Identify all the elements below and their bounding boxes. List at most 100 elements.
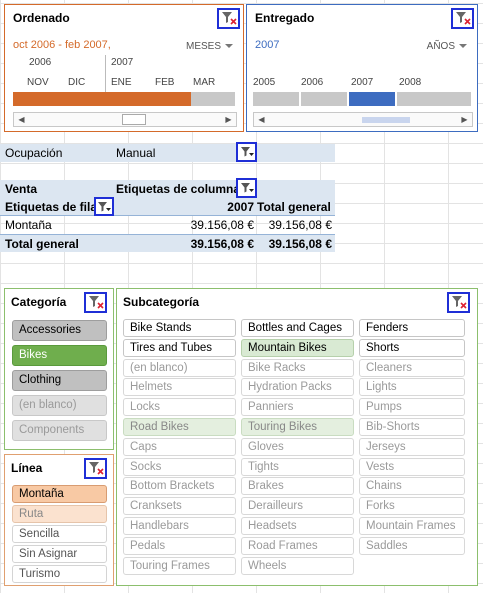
timeline-selected-period[interactable] <box>349 92 395 106</box>
timeline-ordenado[interactable]: Ordenado oct 2006 - feb 2007, MESES 2006… <box>4 4 244 132</box>
slicer-item-nodata[interactable]: Derailleurs <box>241 497 354 516</box>
slicer-item-nodata[interactable]: Bib-Shorts <box>359 418 465 436</box>
slicer-item-selected[interactable]: Mountain Bikes <box>241 338 354 357</box>
slicer-item[interactable]: Shorts <box>359 338 465 357</box>
slicer-item-selected[interactable]: Bikes <box>12 345 107 366</box>
slicer-categoria[interactable]: Categoría Accessories Bikes Clothing (en… <box>4 288 114 450</box>
slicer-item-nodata[interactable]: Lights <box>359 378 465 397</box>
slicer-item-nodata[interactable]: Pedals <box>123 536 236 555</box>
scroll-thumb[interactable] <box>362 117 410 123</box>
slicer-item-nodata[interactable]: Cranksets <box>123 497 236 516</box>
timeline-year-label: 2006 <box>29 57 52 68</box>
slicer-item-nodata[interactable]: Handlebars <box>123 517 236 535</box>
timeline-unselected-period[interactable] <box>191 92 235 106</box>
slicer-item-nodata[interactable]: Locks <box>123 398 236 417</box>
slicer-item[interactable]: Bike Stands <box>123 319 236 337</box>
clear-filter-button[interactable] <box>447 292 470 313</box>
slicer-title: Línea <box>11 461 43 475</box>
slicer-item[interactable]: Ruta <box>12 505 107 523</box>
slicer-item[interactable]: Bottles and Cages <box>241 319 354 337</box>
timeline-unselected-period[interactable] <box>397 92 471 106</box>
row-labels-header: Etiquetas de fila <box>5 200 94 214</box>
filter-field-label: Ocupación <box>5 146 63 160</box>
slicer-item-nodata[interactable]: Vests <box>359 457 465 476</box>
slicer-item-nodata[interactable]: Tights <box>241 457 354 476</box>
slicer-item-nodata[interactable]: Touring Bikes <box>241 418 354 436</box>
scroll-left-icon[interactable]: ◀ <box>258 115 265 124</box>
slicer-item-nodata[interactable]: Hydration Packs <box>241 378 354 397</box>
slicer-item-nodata[interactable]: Turismo <box>12 565 107 583</box>
slicer-item[interactable]: Clothing <box>12 370 107 391</box>
slicer-item-nodata[interactable]: Mountain Frames <box>359 517 465 535</box>
timeline-month-label: MAR <box>193 77 216 88</box>
slicer-item-nodata[interactable]: Road Bikes <box>123 418 236 436</box>
timeline-month-label: ENE <box>111 77 132 88</box>
slicer-item-nodata[interactable]: Helmets <box>123 378 236 397</box>
timeline-selected-period[interactable] <box>13 92 191 106</box>
timeline-year-label: 2007 <box>351 77 374 88</box>
clear-filter-button[interactable] <box>84 458 107 479</box>
clear-filter-button[interactable] <box>84 292 107 313</box>
slicer-item-nodata[interactable]: Jerseys <box>359 437 465 456</box>
slicer-item-nodata[interactable]: Components <box>12 420 107 441</box>
timeline-month-label: FEB <box>155 77 175 88</box>
clear-filter-button[interactable] <box>217 8 240 29</box>
slicer-title: Subcategoría <box>123 295 200 309</box>
slicer-item-nodata[interactable]: Sencilla <box>12 525 107 543</box>
grand-total-label: Total general <box>5 237 79 251</box>
slicer-item-nodata[interactable]: Sin Asignar <box>12 545 107 563</box>
column-filter-button[interactable] <box>236 178 257 198</box>
filter-dropdown-icon <box>240 147 254 157</box>
slicer-item-nodata[interactable]: Brakes <box>241 477 354 496</box>
timeline-title: Ordenado <box>13 11 70 25</box>
values-field-label: Venta <box>5 182 38 196</box>
slicer-item-nodata[interactable]: (en blanco) <box>12 395 107 416</box>
scroll-thumb[interactable] <box>122 114 146 125</box>
slicer-item-nodata[interactable]: Wheels <box>241 556 354 575</box>
slicer-linea[interactable]: Línea Montaña Ruta Sencilla Sin Asignar … <box>4 454 114 586</box>
slicer-item-nodata[interactable]: Pumps <box>359 398 465 417</box>
slicer-item-nodata[interactable]: Bottom Brackets <box>123 477 236 496</box>
timeline-scrollbar[interactable]: ◀ ▶ <box>13 112 237 127</box>
slicer-item[interactable]: Fenders <box>359 319 465 337</box>
slicer-item[interactable]: Tires and Tubes <box>123 338 236 357</box>
row-label: Montaña <box>5 218 52 232</box>
slicer-item-nodata[interactable]: Road Frames <box>241 536 354 555</box>
timeline-year-label: 2006 <box>301 77 324 88</box>
slicer-item-nodata[interactable]: Chains <box>359 477 465 496</box>
column-labels-header: Etiquetas de columna <box>116 182 241 196</box>
slicer-item-nodata[interactable]: Saddles <box>359 536 465 555</box>
timeline-scrollbar[interactable]: ◀ ▶ <box>253 112 473 127</box>
slicer-item-nodata[interactable]: Cleaners <box>359 358 465 377</box>
slicer-item-nodata[interactable]: Bike Racks <box>241 358 354 377</box>
slicer-item-nodata[interactable]: Gloves <box>241 437 354 456</box>
column-header-2007: 2007 <box>227 200 254 214</box>
slicer-item-nodata[interactable]: Touring Frames <box>123 556 236 575</box>
clear-filter-button[interactable] <box>451 8 474 29</box>
column-header-total: Total general <box>257 200 331 214</box>
slicer-item-nodata[interactable]: Forks <box>359 497 465 516</box>
scroll-right-icon[interactable]: ▶ <box>225 115 232 124</box>
timeline-unselected-period[interactable] <box>253 92 299 106</box>
timeline-year-label: 2008 <box>399 77 422 88</box>
slicer-item-nodata[interactable]: Socks <box>123 457 236 476</box>
row-filter-button[interactable] <box>94 197 114 216</box>
filter-dropdown-icon <box>240 183 254 193</box>
scroll-left-icon[interactable]: ◀ <box>18 115 25 124</box>
clear-filter-icon <box>451 296 467 309</box>
slicer-item-nodata[interactable]: (en blanco) <box>123 358 236 377</box>
timeline-level-dropdown[interactable]: AÑOS <box>427 41 467 52</box>
slicer-item[interactable]: Accessories <box>12 320 107 341</box>
scroll-right-icon[interactable]: ▶ <box>461 115 468 124</box>
timeline-level-dropdown[interactable]: MESES <box>186 41 233 52</box>
timeline-unselected-period[interactable] <box>301 92 347 106</box>
slicer-subcategoria[interactable]: Subcategoría Bike Stands Bottles and Cage… <box>116 288 478 586</box>
slicer-item-nodata[interactable]: Headsets <box>241 517 354 535</box>
timeline-range-label: oct 2006 - feb 2007, <box>13 39 111 51</box>
filter-dropdown-button[interactable] <box>236 142 257 162</box>
pivot-header-row: Venta Etiquetas de columna <box>0 178 335 198</box>
slicer-item-nodata[interactable]: Panniers <box>241 398 354 417</box>
slicer-item-nodata[interactable]: Caps <box>123 437 236 456</box>
timeline-entregado[interactable]: Entregado 2007 AÑOS 2005 2006 2007 2008 … <box>246 4 478 132</box>
slicer-item-selected[interactable]: Montaña <box>12 485 107 503</box>
